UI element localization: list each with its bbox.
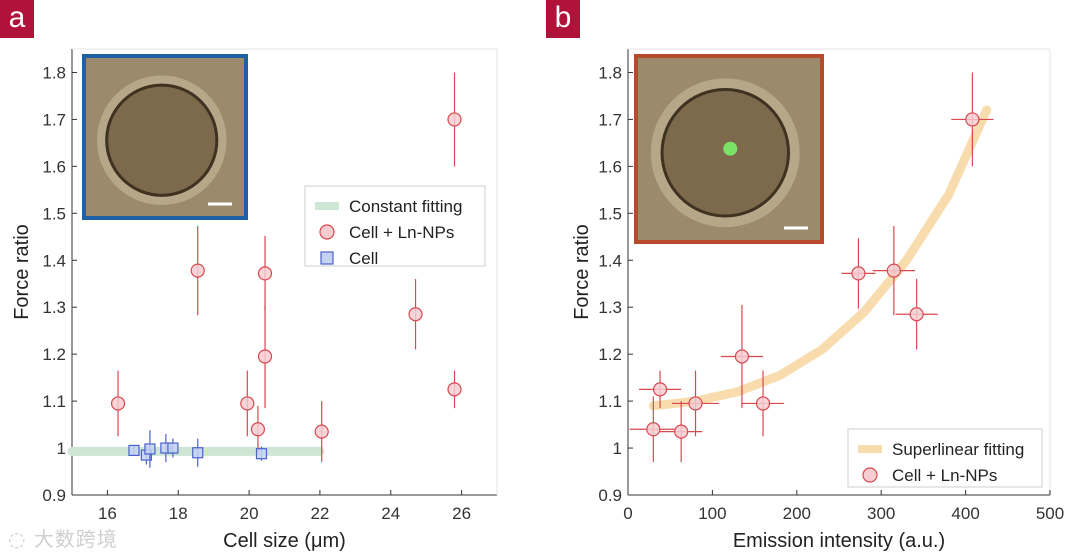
x-tick-label: 16 bbox=[98, 504, 117, 523]
data-point-circle bbox=[257, 266, 273, 281]
data-point-circle bbox=[447, 112, 462, 127]
panel-a-badge: a bbox=[0, 0, 34, 38]
inset-image bbox=[82, 54, 248, 220]
legend-label: Cell + Ln-NPs bbox=[349, 223, 454, 242]
legend-square-swatch bbox=[320, 251, 334, 265]
chart-b: 0.9 1 1.1 1.2 1.3 1.4 1.5 1.6 1.7 1.8 0 100 200 300 40… bbox=[571, 48, 1064, 552]
legend-label: Constant fitting bbox=[349, 197, 462, 216]
legend-box bbox=[304, 185, 486, 267]
data-point-circle bbox=[688, 396, 703, 411]
y-tick-label: 1.2 bbox=[42, 345, 66, 364]
legend-circle-swatch bbox=[862, 467, 878, 483]
y-axis-label: Force ratio bbox=[11, 224, 33, 320]
y-tick-label: 1.5 bbox=[598, 204, 622, 223]
y-tick-label: 1.6 bbox=[42, 157, 66, 176]
data-point-circle bbox=[190, 263, 205, 278]
data-point-circle bbox=[734, 349, 750, 364]
legend-label: Superlinear fitting bbox=[892, 440, 1024, 459]
data-point-circle bbox=[646, 422, 661, 437]
data-point-circle bbox=[886, 263, 901, 278]
y-tick-label: 1 bbox=[57, 439, 66, 458]
y-tick-label: 1.5 bbox=[42, 204, 66, 223]
y-tick-label: 0.9 bbox=[42, 486, 66, 505]
nanoparticle-emission bbox=[723, 141, 738, 156]
y-tick-label: 0.9 bbox=[598, 486, 622, 505]
y-tick-label: 1.3 bbox=[598, 298, 622, 317]
x-axis-label: Cell size (μm) bbox=[223, 530, 346, 552]
x-tick-label: 200 bbox=[783, 504, 811, 523]
inset-image bbox=[634, 54, 824, 244]
chart-a: 0.9 1 1.1 1.2 1.3 1.4 1.5 1.6 1.7 1.8 16 18 20 22 24 26… bbox=[11, 48, 498, 552]
data-point-circle bbox=[250, 422, 266, 437]
data-point-circle bbox=[755, 396, 771, 411]
legend-label: Cell bbox=[349, 249, 378, 268]
legend-circle-swatch bbox=[319, 224, 335, 240]
data-point-circle bbox=[408, 307, 423, 322]
data-point-circle bbox=[314, 424, 329, 439]
y-tick-label: 1.1 bbox=[598, 392, 622, 411]
x-tick-label: 100 bbox=[698, 504, 726, 523]
watermark-logo-icon: ◌ bbox=[8, 527, 34, 551]
x-tick-label: 300 bbox=[867, 504, 895, 523]
data-point-circle bbox=[674, 424, 689, 439]
data-point-square bbox=[128, 444, 140, 456]
x-tick-label: 24 bbox=[381, 504, 400, 523]
y-tick-label: 1.7 bbox=[42, 110, 66, 129]
y-tick-label: 1.4 bbox=[598, 251, 622, 270]
x-tick-label: 22 bbox=[310, 504, 329, 523]
data-point-square bbox=[255, 448, 268, 460]
y-tick-label: 1.8 bbox=[42, 63, 66, 82]
watermark: ◌ 大数跨境 bbox=[8, 523, 118, 552]
y-tick-label: 1.4 bbox=[42, 251, 66, 270]
data-point-circle bbox=[240, 396, 255, 411]
y-tick-label: 1.6 bbox=[598, 157, 622, 176]
legend: Superlinear fitting Cell + Ln-NPs bbox=[847, 428, 1043, 488]
y-tick-label: 1 bbox=[613, 439, 622, 458]
data-point-circle bbox=[652, 382, 668, 397]
legend-box bbox=[847, 428, 1043, 488]
y-tick-label: 1.7 bbox=[598, 110, 622, 129]
x-axis-label: Emission intensity (a.u.) bbox=[733, 530, 945, 552]
data-point-square bbox=[192, 447, 204, 459]
data-point-circle bbox=[965, 112, 980, 127]
y-tick-label: 1.1 bbox=[42, 392, 66, 411]
x-tick-label: 0 bbox=[623, 504, 632, 523]
x-tick-label: 400 bbox=[951, 504, 979, 523]
y-tick-label: 1.2 bbox=[598, 345, 622, 364]
cell-body bbox=[105, 83, 219, 197]
panel-b-badge: b bbox=[546, 0, 580, 38]
x-tick-label: 26 bbox=[452, 504, 471, 523]
y-axis-label: Force ratio bbox=[571, 224, 593, 320]
legend: Constant fitting Cell + Ln-NPs Cell bbox=[304, 185, 486, 268]
data-point-circle bbox=[851, 266, 866, 281]
data-point-circle bbox=[110, 396, 126, 411]
data-point-circle bbox=[909, 307, 924, 322]
data-point-circle bbox=[447, 382, 462, 397]
y-tick-label: 1.3 bbox=[42, 298, 66, 317]
data-point-square bbox=[167, 442, 179, 454]
legend-label: Cell + Ln-NPs bbox=[892, 466, 997, 485]
fit-line bbox=[648, 105, 992, 411]
data-point-square bbox=[144, 443, 156, 455]
x-tick-label: 500 bbox=[1036, 504, 1064, 523]
x-tick-label: 18 bbox=[169, 504, 188, 523]
data-point-circle bbox=[257, 349, 273, 364]
watermark-text: 大数跨境 bbox=[33, 527, 118, 551]
x-tick-label: 20 bbox=[240, 504, 259, 523]
y-tick-label: 1.8 bbox=[598, 63, 622, 82]
